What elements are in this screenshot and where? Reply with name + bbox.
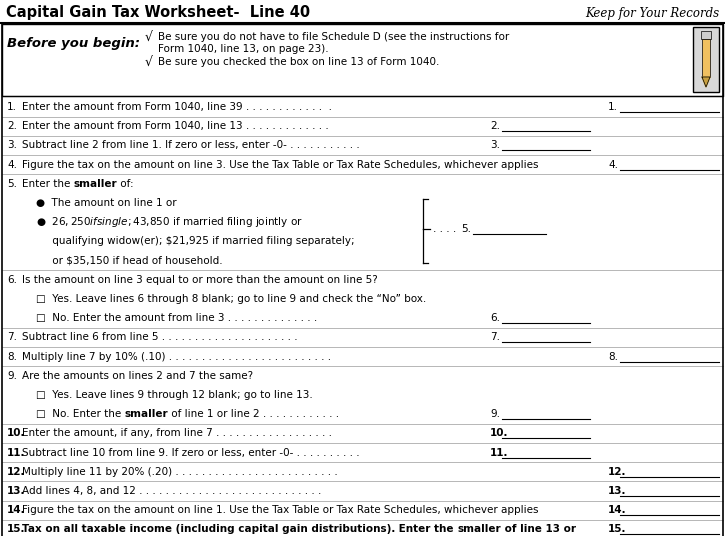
Text: 11.: 11. <box>7 448 25 458</box>
Bar <box>2 24 723 96</box>
Text: Keep for Your Records: Keep for Your Records <box>585 6 719 19</box>
Text: Subtract line 2 from line 1. If zero or less, enter -0- . . . . . . . . . . .: Subtract line 2 from line 1. If zero or … <box>22 140 360 151</box>
Text: 14.: 14. <box>7 505 25 515</box>
Text: Before you begin:: Before you begin: <box>7 36 140 49</box>
Text: Enter the: Enter the <box>22 179 74 189</box>
Text: Enter the: Enter the <box>395 524 457 534</box>
Text: 7.: 7. <box>490 332 500 343</box>
Text: 5.: 5. <box>7 179 17 189</box>
Text: 15.: 15. <box>7 524 25 534</box>
Text: Enter the amount, if any, from line 7 . . . . . . . . . . . . . . . . . .: Enter the amount, if any, from line 7 . … <box>22 428 332 438</box>
Text: 12.: 12. <box>7 467 25 477</box>
Text: smaller: smaller <box>125 409 168 419</box>
Text: Figure the tax on the amount on line 1. Use the Tax Table or Tax Rate Schedules,: Figure the tax on the amount on line 1. … <box>22 505 539 515</box>
Text: qualifying widow(er); $21,925 if married filing separately;: qualifying widow(er); $21,925 if married… <box>36 236 355 247</box>
Text: 4.: 4. <box>7 160 17 169</box>
Text: 6.: 6. <box>490 313 500 323</box>
Text: Enter the amount from Form 1040, line 13 . . . . . . . . . . . . .: Enter the amount from Form 1040, line 13… <box>22 121 328 131</box>
Text: 13.: 13. <box>608 486 626 496</box>
Text: ●  $26,250 if single; $43,850 if married filing jointly or: ● $26,250 if single; $43,850 if married … <box>36 215 303 229</box>
Text: 10.: 10. <box>490 428 508 438</box>
Text: Be sure you checked the box on line 13 of Form 1040.: Be sure you checked the box on line 13 o… <box>158 57 439 67</box>
Text: 6.: 6. <box>7 275 17 285</box>
Text: 12.: 12. <box>608 467 626 477</box>
Text: 13.: 13. <box>7 486 25 496</box>
Text: 8.: 8. <box>608 352 618 362</box>
Text: Capital Gain Tax Worksheet-  Line 40: Capital Gain Tax Worksheet- Line 40 <box>6 5 310 20</box>
Text: 1.: 1. <box>608 102 618 112</box>
Text: or $35,150 if head of household.: or $35,150 if head of household. <box>36 256 223 266</box>
Text: 7.: 7. <box>7 332 17 343</box>
Text: □  Yes. Leave lines 6 through 8 blank; go to line 9 and check the “No” box.: □ Yes. Leave lines 6 through 8 blank; go… <box>36 294 426 304</box>
Bar <box>702 39 710 77</box>
Text: √: √ <box>145 56 153 69</box>
Text: 11.: 11. <box>490 448 508 458</box>
Text: Be sure you do not have to file Schedule D (see the instructions for: Be sure you do not have to file Schedule… <box>158 32 509 42</box>
Text: of line 1 or line 2 . . . . . . . . . . . .: of line 1 or line 2 . . . . . . . . . . … <box>168 409 339 419</box>
Text: 14.: 14. <box>608 505 626 515</box>
Text: Multiply line 11 by 20% (.20) . . . . . . . . . . . . . . . . . . . . . . . . .: Multiply line 11 by 20% (.20) . . . . . … <box>22 467 338 477</box>
Text: 15.: 15. <box>608 524 626 534</box>
Text: Are the amounts on lines 2 and 7 the same?: Are the amounts on lines 2 and 7 the sam… <box>22 371 253 381</box>
Text: Tax on all taxable income (including capital gain distributions).: Tax on all taxable income (including cap… <box>22 524 395 534</box>
Text: . . . .: . . . . <box>433 224 456 234</box>
Text: 9.: 9. <box>7 371 17 381</box>
Text: of:: of: <box>117 179 134 189</box>
Bar <box>693 27 719 92</box>
Text: Add lines 4, 8, and 12 . . . . . . . . . . . . . . . . . . . . . . . . . . . .: Add lines 4, 8, and 12 . . . . . . . . .… <box>22 486 321 496</box>
Text: smaller: smaller <box>74 179 117 189</box>
Text: 1.: 1. <box>7 102 17 112</box>
Text: 10.: 10. <box>7 428 25 438</box>
Text: 8.: 8. <box>7 352 17 362</box>
Polygon shape <box>702 77 710 87</box>
Text: Is the amount on line 3 equal to or more than the amount on line 5?: Is the amount on line 3 equal to or more… <box>22 275 378 285</box>
Text: Enter the amount from Form 1040, line 39 . . . . . . . . . . . .  .: Enter the amount from Form 1040, line 39… <box>22 102 332 112</box>
Text: 4.: 4. <box>608 160 618 169</box>
Text: Form 1040, line 13, on page 23).: Form 1040, line 13, on page 23). <box>158 44 328 54</box>
Text: 5.: 5. <box>461 224 471 234</box>
Text: ●  The amount on line 1 or: ● The amount on line 1 or <box>36 198 177 208</box>
Text: □  No. Enter the amount from line 3 . . . . . . . . . . . . . .: □ No. Enter the amount from line 3 . . .… <box>36 313 318 323</box>
Text: 9.: 9. <box>490 409 500 419</box>
Text: □  Yes. Leave lines 9 through 12 blank; go to line 13.: □ Yes. Leave lines 9 through 12 blank; g… <box>36 390 312 400</box>
Text: 3.: 3. <box>490 140 500 151</box>
Text: 2.: 2. <box>7 121 17 131</box>
Bar <box>701 31 711 39</box>
Text: Multiply line 7 by 10% (.10) . . . . . . . . . . . . . . . . . . . . . . . . .: Multiply line 7 by 10% (.10) . . . . . .… <box>22 352 331 362</box>
Text: 3.: 3. <box>7 140 17 151</box>
Text: □  No. Enter the: □ No. Enter the <box>36 409 125 419</box>
Text: Subtract line 6 from line 5 . . . . . . . . . . . . . . . . . . . . .: Subtract line 6 from line 5 . . . . . . … <box>22 332 298 343</box>
Text: Subtract line 10 from line 9. If zero or less, enter -0- . . . . . . . . . .: Subtract line 10 from line 9. If zero or… <box>22 448 360 458</box>
Text: smaller: smaller <box>457 524 501 534</box>
Text: of line 13 or: of line 13 or <box>501 524 576 534</box>
Text: Figure the tax on the amount on line 3. Use the Tax Table or Tax Rate Schedules,: Figure the tax on the amount on line 3. … <box>22 160 539 169</box>
Text: √: √ <box>145 31 153 43</box>
Text: 2.: 2. <box>490 121 500 131</box>
